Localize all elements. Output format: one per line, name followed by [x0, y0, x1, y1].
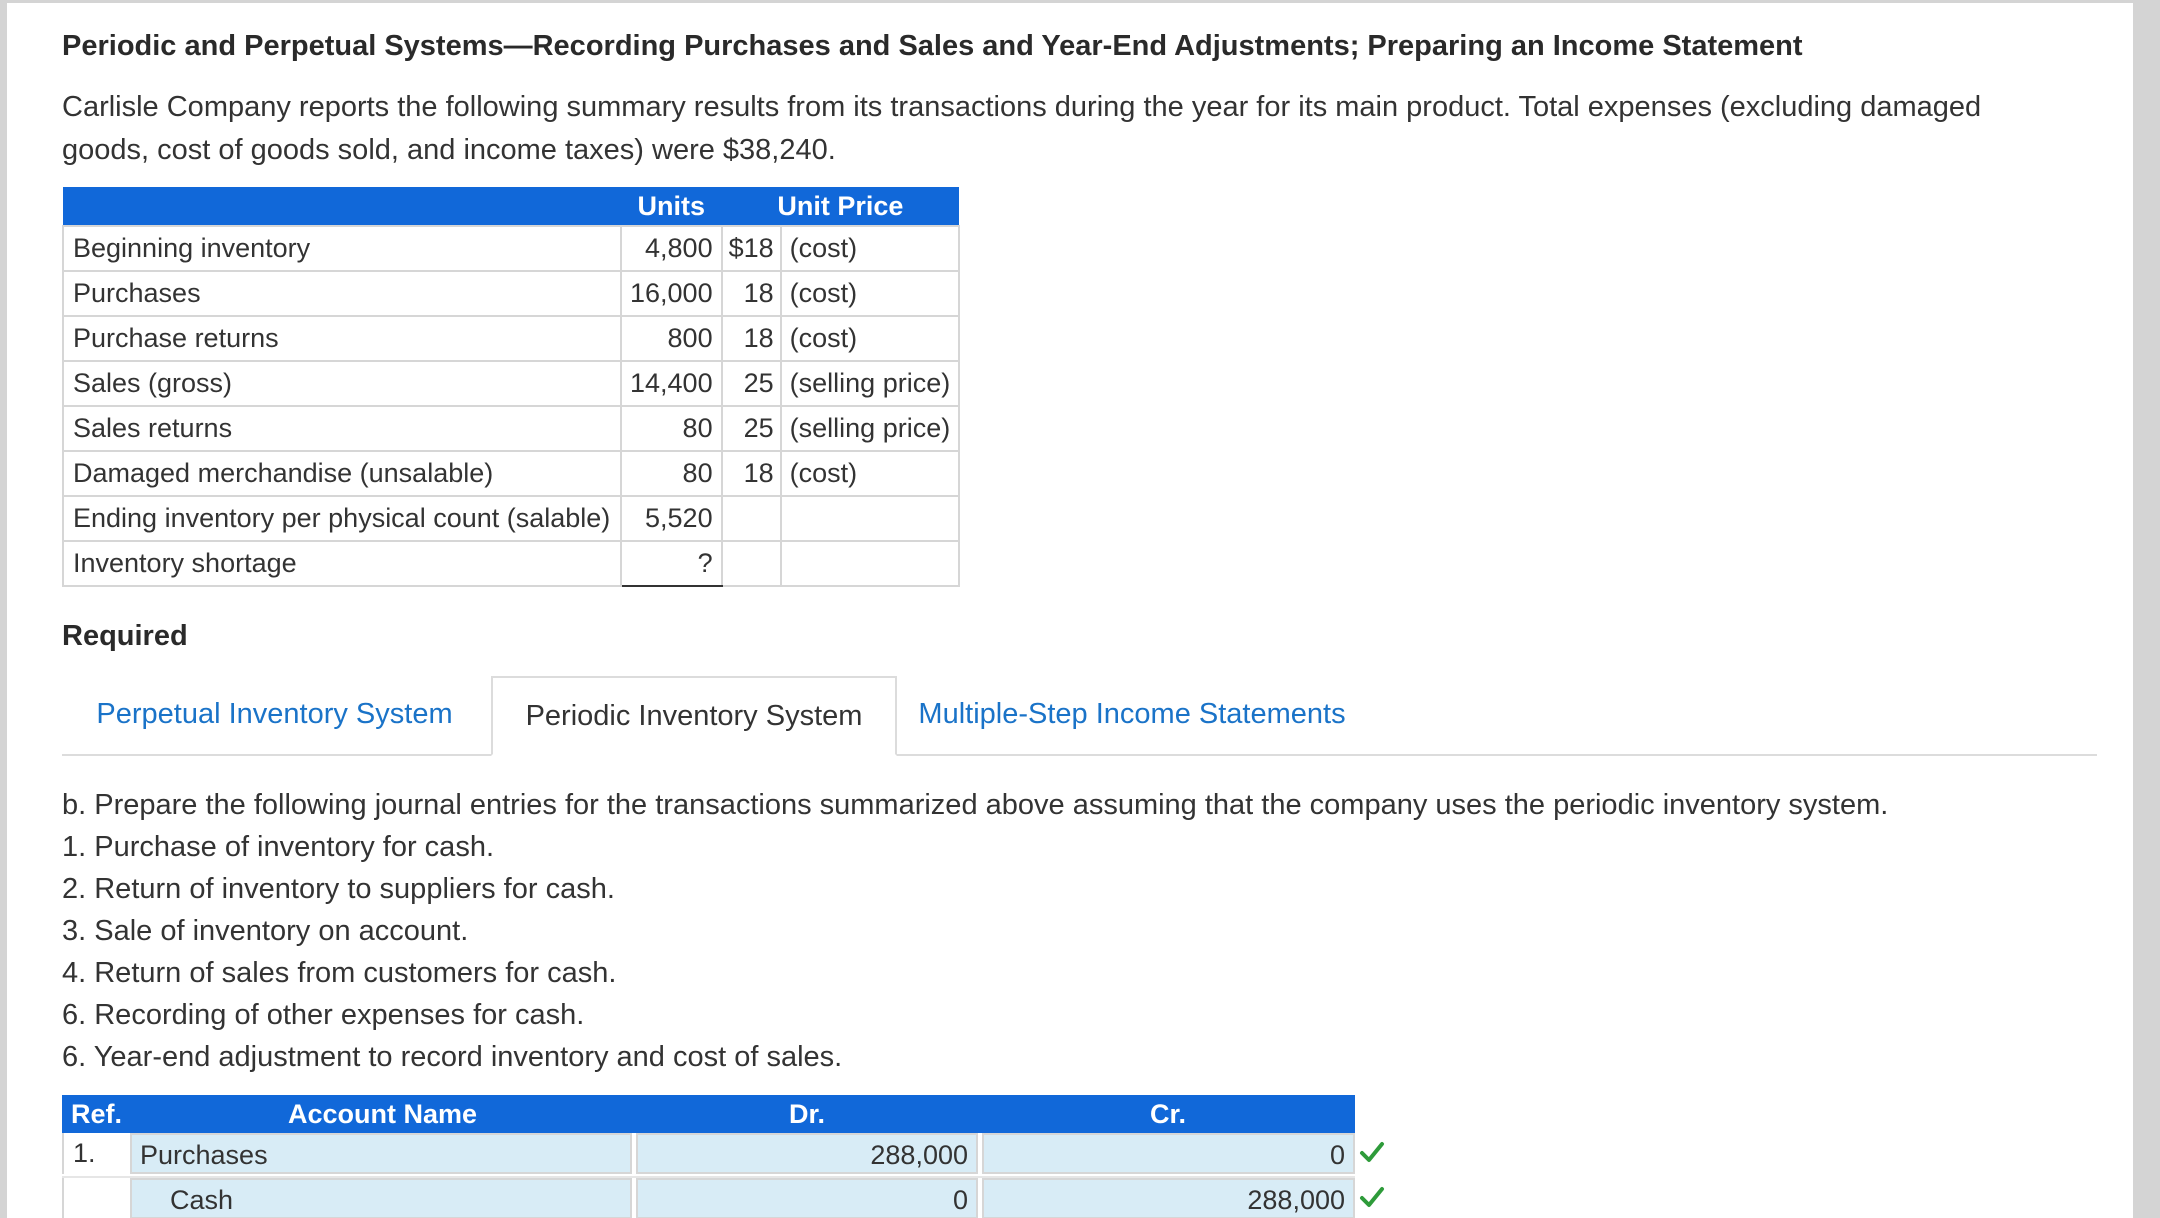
- journal-row: Cash 0 288,000: [62, 1178, 1384, 1218]
- journal-ref: [62, 1178, 135, 1218]
- summary-note: (cost): [779, 270, 961, 317]
- summary-units: 800: [620, 315, 723, 362]
- instruction-item: 2. Return of inventory to suppliers for …: [62, 873, 615, 905]
- summary-label: Purchase returns: [62, 315, 622, 362]
- journal-header-ref: Ref.: [71, 1099, 123, 1129]
- instruction-item: 6. Recording of other expenses for cash.: [62, 999, 585, 1031]
- summary-units: ?: [620, 540, 723, 587]
- summary-price: 18: [720, 315, 782, 362]
- summary-note: (cost): [779, 225, 961, 272]
- required-heading: Required: [62, 620, 188, 652]
- summary-table: Units Unit Price Beginning inventory 4,8…: [62, 187, 961, 587]
- summary-units: 16,000: [620, 270, 723, 317]
- debit-input[interactable]: 0: [636, 1178, 978, 1218]
- instruction-item: 6. Year-end adjustment to record invento…: [62, 1041, 843, 1073]
- checkmark-icon: [1360, 1142, 1384, 1162]
- summary-row: Purchase returns 800 18 (cost): [62, 315, 961, 362]
- tab-periodic-inventory-system[interactable]: Periodic Inventory System: [491, 676, 897, 756]
- summary-price: 25: [720, 360, 782, 407]
- summary-row: Sales returns 80 25 (selling price): [62, 405, 961, 452]
- summary-header-unit-price: Unit Price: [721, 187, 960, 226]
- summary-price: 25: [720, 405, 782, 452]
- journal-table: Ref. Account Name Dr. Cr. 1. Purchases 2…: [62, 1095, 1384, 1218]
- account-name-input[interactable]: Cash: [130, 1178, 632, 1218]
- debit-input[interactable]: 288,000: [636, 1133, 978, 1174]
- summary-price: 18: [720, 270, 782, 317]
- summary-units: 4,800: [620, 225, 723, 272]
- instruction-item: 4. Return of sales from customers for ca…: [62, 957, 617, 989]
- journal-header-dr: Dr.: [789, 1099, 826, 1129]
- summary-units: 14,400: [620, 360, 723, 407]
- problem-intro: Carlisle Company reports the following s…: [62, 91, 1982, 166]
- checkmark-icon: [1360, 1187, 1384, 1207]
- instructions: b. Prepare the following journal entries…: [62, 784, 2112, 1078]
- credit-input[interactable]: 0: [982, 1133, 1355, 1174]
- summary-note: (cost): [779, 450, 961, 497]
- summary-row: Damaged merchandise (unsalable) 80 18 (c…: [62, 450, 961, 497]
- summary-header-blank: [63, 187, 621, 226]
- tab-bar: Perpetual Inventory System Periodic Inve…: [62, 676, 2097, 756]
- instruction-item: 3. Sale of inventory on account.: [62, 915, 469, 947]
- journal-header: Ref. Account Name Dr. Cr.: [62, 1095, 1355, 1133]
- summary-units: 80: [620, 450, 723, 497]
- summary-label: Sales returns: [62, 405, 622, 452]
- summary-price: [720, 540, 781, 587]
- summary-header-units: Units: [621, 187, 722, 226]
- summary-label: Purchases: [62, 270, 622, 317]
- summary-note: (selling price): [779, 360, 961, 407]
- summary-note: (cost): [779, 315, 961, 362]
- summary-price: 18: [720, 450, 782, 497]
- summary-note: (selling price): [779, 405, 961, 452]
- summary-row: Inventory shortage ?: [62, 540, 961, 587]
- summary-units: 5,520: [620, 495, 723, 542]
- journal-row: 1. Purchases 288,000 0: [62, 1133, 1384, 1178]
- summary-row: Sales (gross) 14,400 25 (selling price): [62, 360, 961, 407]
- credit-input[interactable]: 288,000: [982, 1178, 1355, 1218]
- tab-perpetual-inventory-system[interactable]: Perpetual Inventory System: [96, 698, 453, 730]
- journal-header-account: Account Name: [288, 1099, 478, 1129]
- problem-title: Periodic and Perpetual Systems—Recording…: [62, 30, 1803, 62]
- summary-note: [779, 495, 961, 542]
- journal-ref: 1.: [62, 1133, 135, 1174]
- summary-note: [779, 540, 961, 587]
- summary-row: Ending inventory per physical count (sal…: [62, 495, 961, 542]
- summary-label: Damaged merchandise (unsalable): [62, 450, 622, 497]
- summary-label: Inventory shortage: [62, 540, 622, 587]
- summary-label: Sales (gross): [62, 360, 622, 407]
- instructions-intro: b. Prepare the following journal entries…: [62, 789, 1889, 821]
- summary-label: Ending inventory per physical count (sal…: [62, 495, 622, 542]
- tab-multiple-step-income-statements[interactable]: Multiple-Step Income Statements: [918, 698, 1346, 730]
- summary-price: [720, 495, 781, 542]
- journal-header-cr: Cr.: [1150, 1099, 1187, 1129]
- summary-label: Beginning inventory: [62, 225, 622, 272]
- summary-row: Purchases 16,000 18 (cost): [62, 270, 961, 317]
- summary-units: 80: [620, 405, 723, 452]
- account-name-input[interactable]: Purchases: [130, 1133, 632, 1174]
- instruction-item: 1. Purchase of inventory for cash.: [62, 831, 494, 863]
- summary-row: Beginning inventory 4,800 $18 (cost): [62, 225, 961, 272]
- summary-price: $18: [720, 225, 782, 272]
